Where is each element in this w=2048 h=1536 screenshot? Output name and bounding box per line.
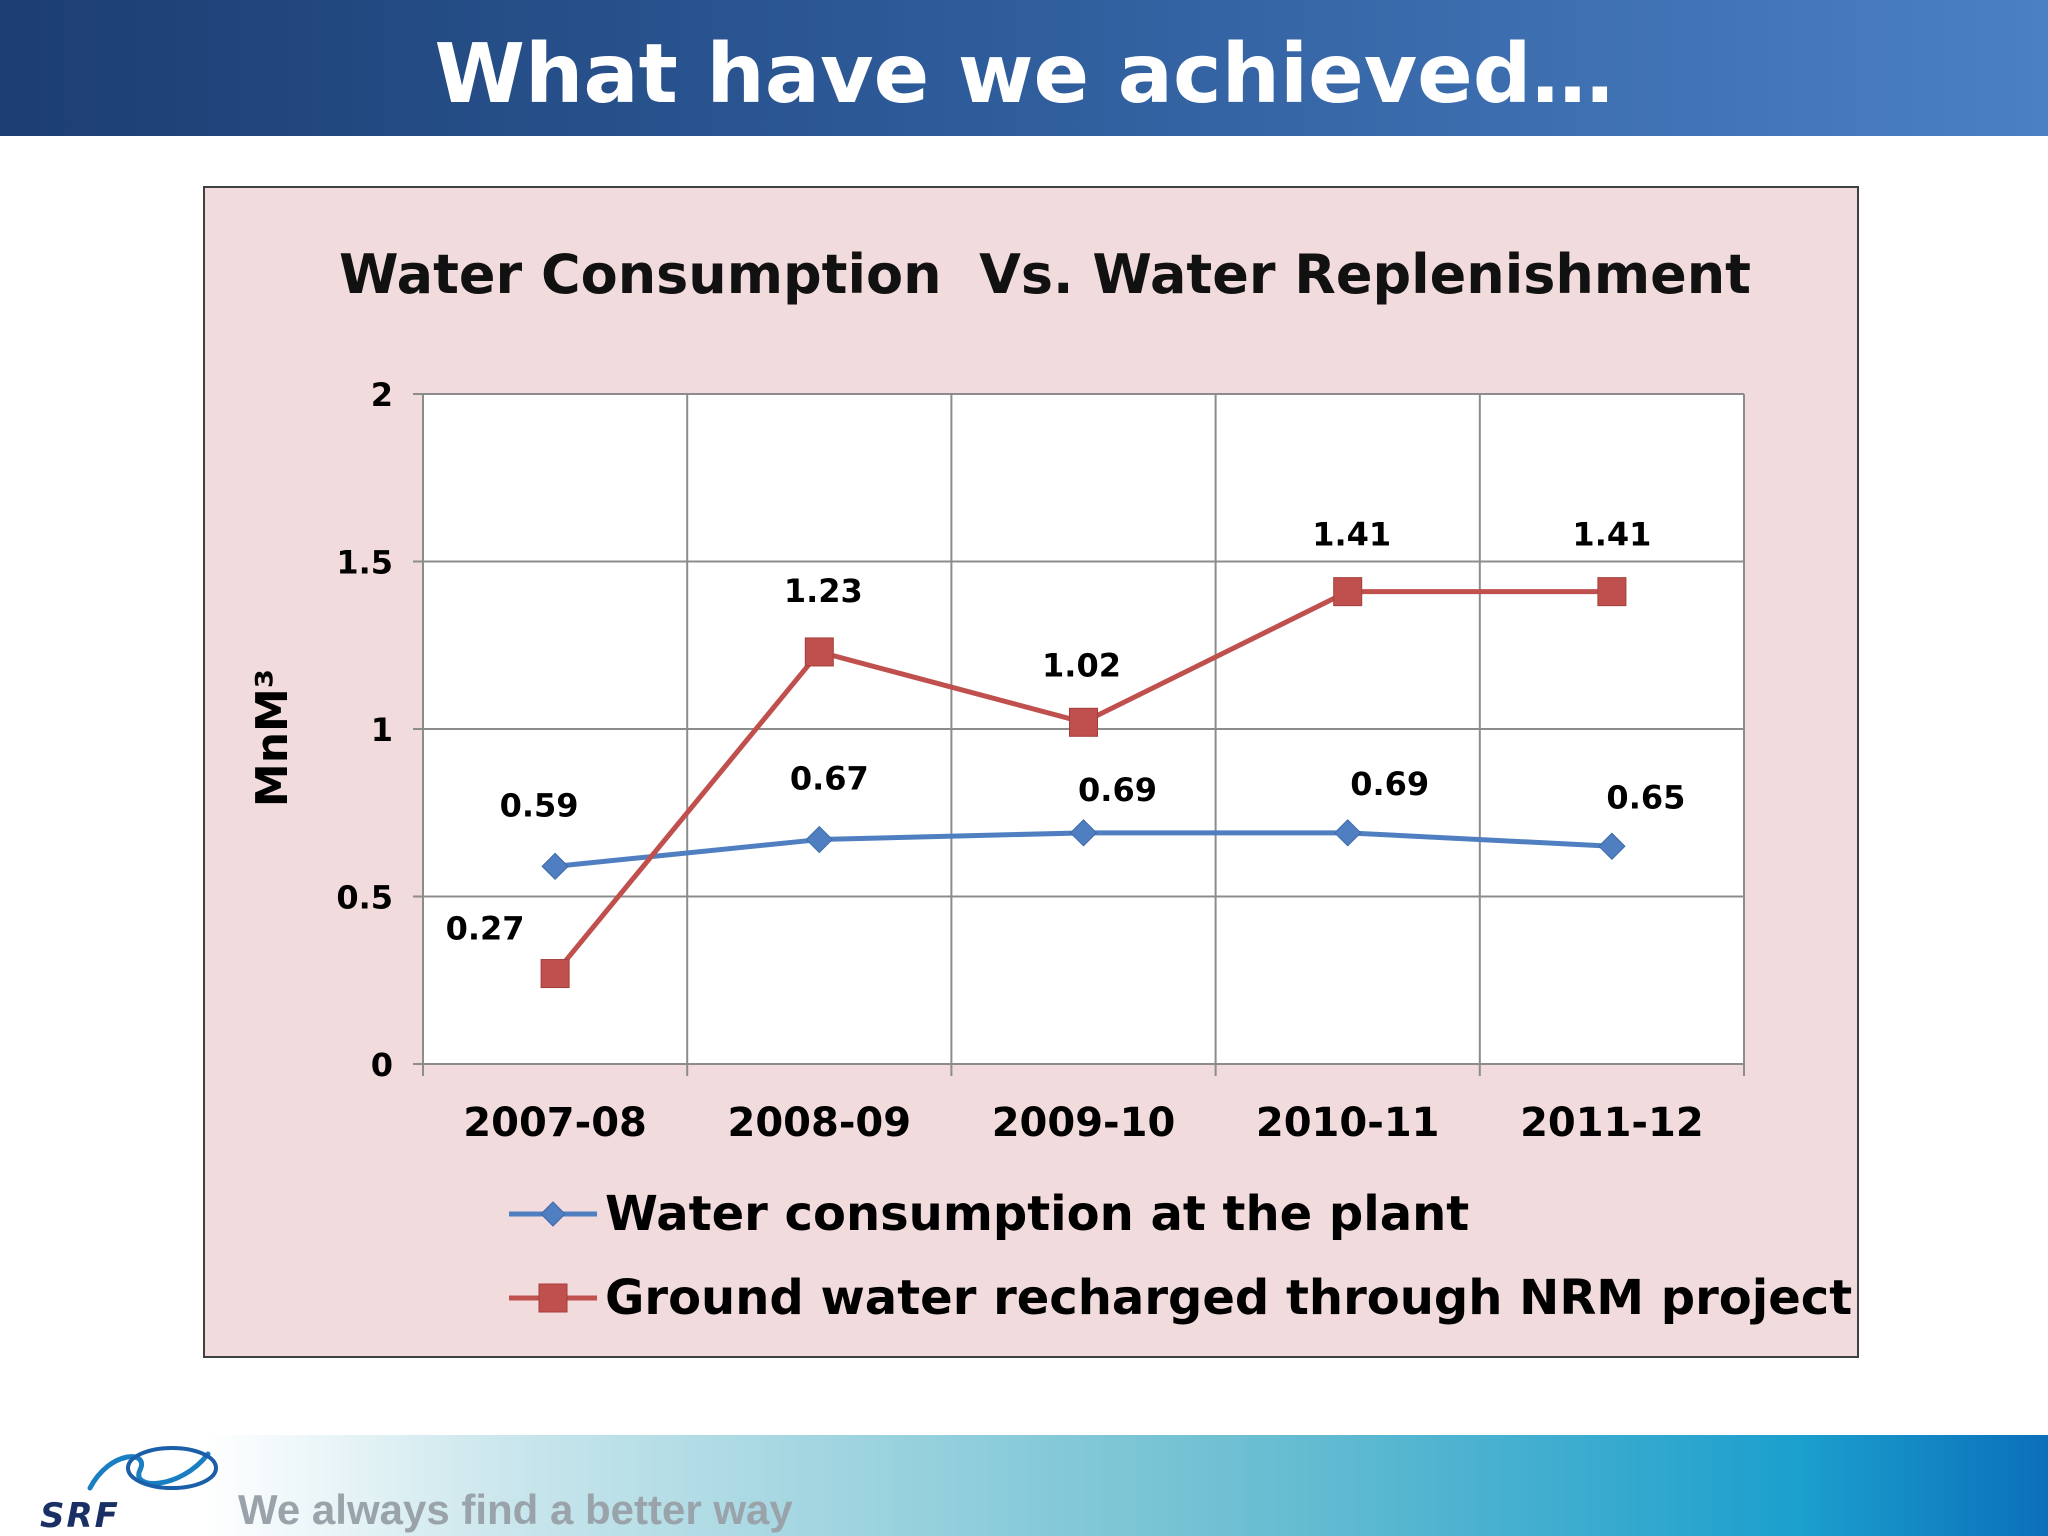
data-label: 1.02 (1042, 646, 1121, 684)
chart-frame: Water Consumption Vs. Water Replenishmen… (203, 186, 1859, 1358)
data-label: 1.23 (784, 572, 863, 610)
data-label: 0.67 (790, 760, 869, 798)
x-tick-label: 2010-11 (1256, 1100, 1440, 1146)
square-marker (1597, 577, 1627, 607)
square-marker (1333, 577, 1363, 607)
data-label: 0.69 (1078, 771, 1157, 809)
slide-header-bar (0, 0, 2048, 136)
y-axis-label: MnM³ (247, 669, 298, 807)
diamond-marker (1598, 832, 1626, 860)
slide-title: What have we achieved… (434, 27, 1614, 122)
diamond-marker (1069, 819, 1098, 847)
srf-logo-swoosh-icon (87, 1446, 218, 1491)
data-label: 0.65 (1606, 778, 1685, 816)
footer-tagline: We always find a better way (238, 1486, 793, 1533)
legend: Water consumption at the plant Ground wat… (509, 1186, 1852, 1326)
data-label: 0.59 (500, 786, 579, 824)
square-marker (804, 637, 834, 667)
y-tick-label: 1 (371, 711, 393, 749)
x-tick-labels: 2007-08 2008-09 2009-10 2010-11 2011-12 (463, 1100, 1703, 1146)
square-marker (540, 959, 570, 989)
line-chart: Water Consumption Vs. Water Replenishmen… (247, 243, 1852, 1326)
data-label: 1.41 (1572, 516, 1651, 554)
square-marker (538, 1283, 568, 1313)
diamond-marker (541, 852, 569, 881)
y-tick-label: 0.5 (336, 879, 393, 917)
diamond-marker (1333, 819, 1362, 847)
y-tick-label: 2 (371, 376, 393, 414)
square-marker (1069, 707, 1098, 737)
x-tick-label: 2007-08 (463, 1100, 647, 1146)
axes (413, 393, 1744, 1065)
data-labels: 0.59 0.67 0.69 0.69 0.65 0.27 1.23 1.02 1.41 1.41 (446, 516, 1686, 948)
data-label: 0.69 (1350, 765, 1429, 803)
diamond-marker (540, 1201, 566, 1227)
x-tick-label: 2009-10 (992, 1100, 1176, 1146)
x-tick-label: 2008-09 (728, 1100, 912, 1146)
y-tick-labels: 0 0.5 1 1.5 2 (336, 376, 393, 1084)
x-tick-label: 2011-12 (1520, 1100, 1704, 1146)
data-label: 0.27 (446, 910, 525, 948)
footer-bar (0, 1435, 2048, 1536)
y-tick-label: 1.5 (336, 544, 393, 582)
series-markers (540, 577, 1627, 989)
chart-title: Water Consumption Vs. Water Replenishmen… (339, 243, 1751, 306)
legend-label-2: Ground water recharged through NRM proje… (605, 1270, 1852, 1326)
srf-logo-text: SRF (40, 1496, 120, 1536)
diamond-marker (805, 825, 834, 854)
data-label: 1.41 (1312, 516, 1391, 554)
y-tick-label: 0 (371, 1046, 393, 1084)
legend-label-1: Water consumption at the plant (605, 1186, 1469, 1242)
